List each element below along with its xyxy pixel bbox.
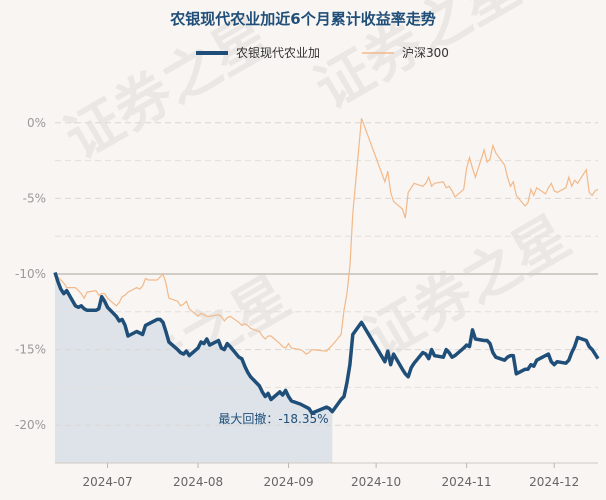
y-tick-label: -10% bbox=[15, 267, 46, 281]
x-tick-label: 2024-09 bbox=[263, 475, 313, 489]
y-tick-label: -5% bbox=[23, 191, 46, 205]
x-axis-ticks: 2024-07 2024-08 2024-09 2024-10 2024-11 2024-… bbox=[82, 463, 579, 489]
y-tick-label: -20% bbox=[15, 418, 46, 432]
legend-label-fund: 农银现代农业加 bbox=[236, 46, 320, 60]
y-tick-label: 0% bbox=[27, 116, 46, 130]
series-line-fund bbox=[53, 271, 600, 415]
x-tick-label: 2024-07 bbox=[82, 475, 132, 489]
drawdown-area bbox=[55, 272, 333, 463]
legend: 农银现代农业加 沪深300 bbox=[196, 46, 449, 60]
chart-title: 农银现代农业加近6个月累计收益率走势 bbox=[169, 10, 435, 28]
gridlines bbox=[55, 122, 598, 464]
x-tick-label: 2024-12 bbox=[529, 475, 579, 489]
x-tick-label: 2024-10 bbox=[351, 475, 401, 489]
series-line-index bbox=[54, 118, 599, 355]
legend-label-index: 沪深300 bbox=[402, 46, 449, 60]
x-tick-label: 2024-11 bbox=[442, 475, 492, 489]
watermark-text: 证券之星 bbox=[55, 4, 281, 172]
y-axis-ticks: 0% -5% -10% -15% -20% bbox=[15, 116, 46, 432]
x-tick-label: 2024-08 bbox=[173, 475, 223, 489]
max-drawdown-label: 最大回撤：-18.35% bbox=[218, 411, 328, 426]
y-tick-label: -15% bbox=[15, 343, 46, 357]
